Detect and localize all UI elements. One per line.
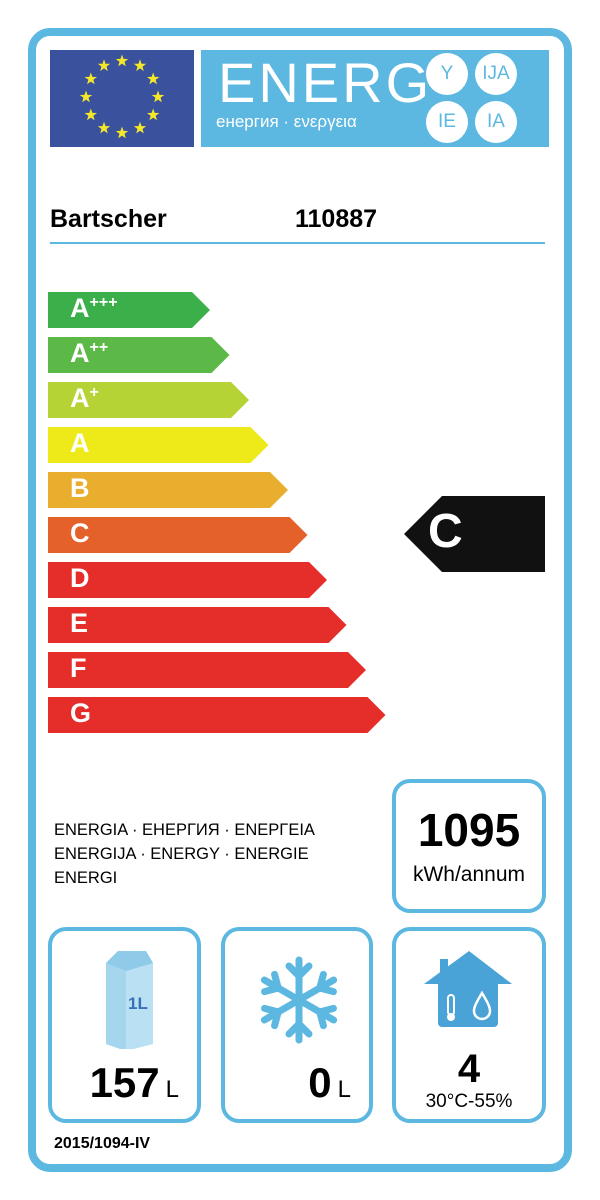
climate-class: 4 xyxy=(457,1047,481,1091)
energy-class-bar: A+ xyxy=(48,382,249,418)
star-icon xyxy=(97,121,111,134)
star-icon xyxy=(147,72,160,85)
energy-class-bar: C xyxy=(48,517,308,553)
frozen-unit: L xyxy=(337,1076,351,1103)
frozen-value: 0 xyxy=(308,1059,332,1106)
svg-text:1L: 1L xyxy=(128,994,148,1013)
energy-class-label: B xyxy=(70,473,90,503)
energy-word: ENERG xyxy=(218,51,433,114)
eu-flag-icon xyxy=(50,50,194,147)
consumption-unit: kWh/annum xyxy=(412,863,526,886)
star-icon xyxy=(133,121,147,134)
snowflake-icon xyxy=(260,956,338,1044)
climate-conditions: 30°C-55% xyxy=(425,1091,513,1112)
energy-class-label: A+++ xyxy=(70,293,118,323)
milk-carton-icon: 1L xyxy=(106,951,153,1049)
suffix-ija: IJA xyxy=(475,53,517,95)
regulation-number: 2015/1094-IV xyxy=(54,1135,151,1152)
star-icon xyxy=(97,59,111,72)
star-icon xyxy=(133,59,147,72)
consumption-box: 1095 kWh/annum xyxy=(392,779,546,913)
suffix-ia: IA xyxy=(475,101,517,143)
energy-class-label: A xyxy=(70,428,90,458)
model-id: 110887 xyxy=(295,205,378,233)
star-icon xyxy=(79,90,93,103)
energy-class-bar: A xyxy=(48,427,269,463)
star-icon xyxy=(147,108,160,121)
lang-line: ENERGIA · ЕНЕРГИЯ · ΕΝΕΡΓΕΙΑ xyxy=(54,821,315,839)
divider xyxy=(50,242,545,244)
energy-class-bar: D xyxy=(48,562,327,598)
climate-class-box: 4 30°C-55% xyxy=(392,927,546,1123)
energy-class-bar: F xyxy=(48,652,366,688)
supplier-name: Bartscher xyxy=(50,205,167,233)
energy-class-label: E xyxy=(70,608,89,638)
energy-class-label: D xyxy=(70,563,90,593)
energy-class-bar: A++ xyxy=(48,337,230,373)
energy-class-label: C xyxy=(70,518,90,548)
star-icon xyxy=(115,54,129,67)
energy-class-bar: B xyxy=(48,472,288,508)
lang-line: ENERGI xyxy=(54,869,118,887)
energy-class-bar: A+++ xyxy=(48,292,210,328)
energy-class-label: A++ xyxy=(70,338,109,368)
consumption-value: 1095 xyxy=(417,804,521,856)
star-icon xyxy=(115,126,129,139)
label-frame xyxy=(28,28,572,1172)
rating-class: C xyxy=(428,505,463,558)
chilled-volume-box: 1L 157 L xyxy=(48,927,201,1123)
house-climate-icon xyxy=(424,951,512,1027)
suffix-y: Y xyxy=(426,53,468,95)
suffix-ie: IE xyxy=(426,101,468,143)
lang-line: ENERGIJA · ENERGY · ENERGIE xyxy=(54,845,309,863)
star-icon xyxy=(84,108,97,121)
energy-class-bar: E xyxy=(48,607,347,643)
energy-subtitle: енергия · ενεργεια xyxy=(216,112,357,131)
chilled-unit: L xyxy=(165,1076,179,1103)
star-icon xyxy=(84,72,97,85)
energy-class-label: F xyxy=(70,653,87,683)
energy-class-label: A+ xyxy=(70,383,99,413)
rating-marker: C xyxy=(404,496,545,572)
chilled-value: 157 xyxy=(89,1059,160,1106)
energy-banner: ENERG енергия · ενεργεια Y IJA IE IA xyxy=(201,50,549,147)
star-icon xyxy=(151,90,165,103)
energy-class-bar: G xyxy=(48,697,386,733)
energy-class-label: G xyxy=(70,698,92,728)
energy-languages: ENERGIA · ЕНЕРГИЯ · ΕΝΕΡΓΕΙΑ ENERGIJA · … xyxy=(54,818,315,890)
